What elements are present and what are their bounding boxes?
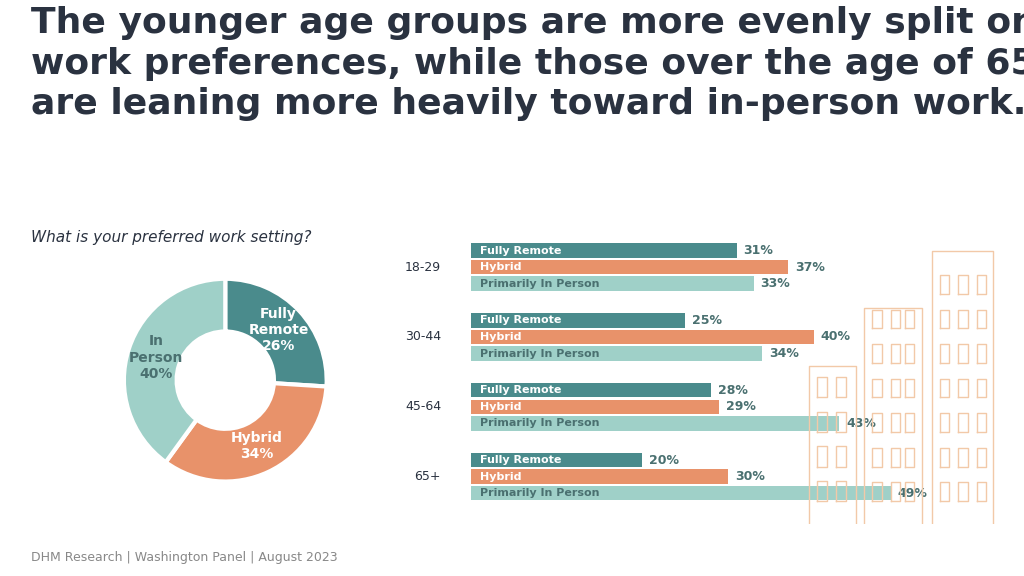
Wedge shape [225,279,327,386]
Text: Primarily In Person: Primarily In Person [479,418,599,429]
Wedge shape [166,383,327,482]
Text: Hybrid: Hybrid [479,472,521,482]
Bar [471,260,787,274]
Text: 40%: 40% [820,331,851,343]
Text: 29%: 29% [726,400,756,414]
Text: Fully Remote: Fully Remote [479,455,561,465]
Text: Fully Remote: Fully Remote [479,316,561,325]
Text: 43%: 43% [846,417,877,430]
Text: 20%: 20% [649,453,679,467]
Text: 33%: 33% [761,277,791,290]
Bar [471,244,736,258]
Text: Hybrid: Hybrid [479,332,521,342]
Bar [471,400,720,414]
Text: 45-64: 45-64 [404,400,441,414]
Bar [471,346,762,361]
Text: 30-44: 30-44 [404,331,441,343]
Text: Primarily In Person: Primarily In Person [479,348,599,358]
Bar [471,276,754,291]
Text: The younger age groups are more evenly split on
work preferences, while those ov: The younger age groups are more evenly s… [31,6,1024,122]
Text: DHM Research | Washington Panel | August 2023: DHM Research | Washington Panel | August… [31,551,337,564]
Text: 34%: 34% [769,347,799,360]
Text: 28%: 28% [718,384,748,397]
Text: Hybrid: Hybrid [479,262,521,272]
Bar [471,383,711,397]
Bar [471,486,891,501]
Text: In
Person
40%: In Person 40% [129,335,183,381]
Text: 49%: 49% [898,487,928,500]
Text: 18-29: 18-29 [404,260,441,274]
Bar [471,469,728,484]
Text: Primarily In Person: Primarily In Person [479,488,599,498]
Bar [471,453,642,467]
Wedge shape [124,279,225,462]
Text: Hybrid
34%: Hybrid 34% [230,431,283,461]
Text: Fully Remote: Fully Remote [479,385,561,395]
Text: 31%: 31% [743,244,773,257]
Text: Hybrid: Hybrid [479,402,521,412]
Text: Fully Remote: Fully Remote [479,245,561,256]
Text: 25%: 25% [692,314,722,327]
Text: 65+: 65+ [415,470,441,483]
Bar [471,329,814,344]
Text: 30%: 30% [735,470,765,483]
Text: What is your preferred work setting?: What is your preferred work setting? [31,230,311,245]
Text: Fully
Remote
26%: Fully Remote 26% [248,307,308,354]
Bar [471,313,685,328]
Text: 37%: 37% [795,260,824,274]
Text: Primarily In Person: Primarily In Person [479,279,599,289]
Bar [471,416,840,431]
